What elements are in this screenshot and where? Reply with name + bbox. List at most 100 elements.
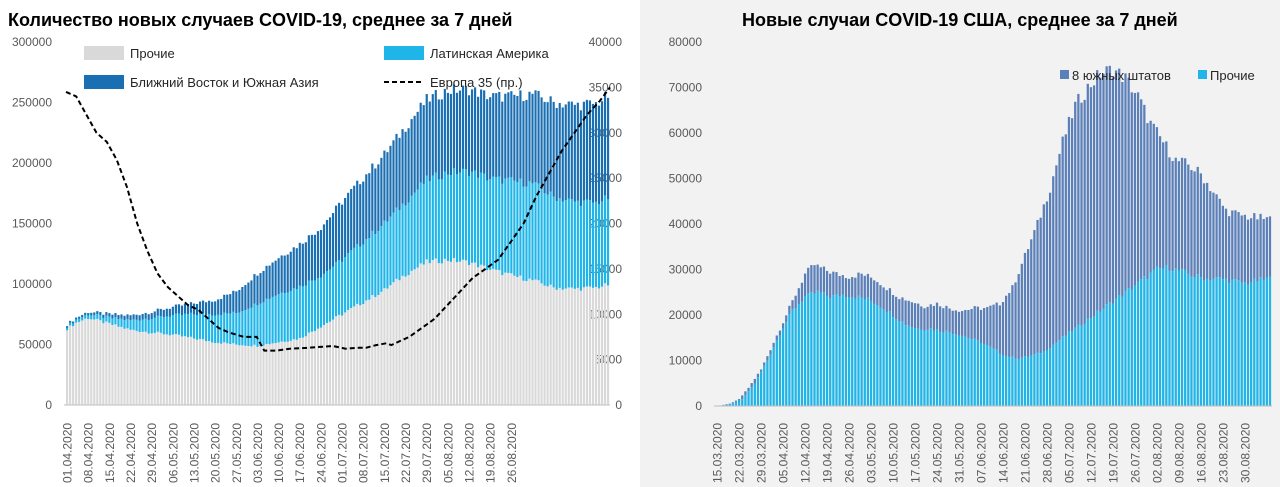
bar-other xyxy=(156,331,159,405)
bar-us-other xyxy=(1256,281,1259,406)
bar-us-8-southern-states xyxy=(1256,219,1259,282)
right-x-tick-label: 19.07.2020 xyxy=(1106,423,1120,483)
bar-us-8-southern-states xyxy=(1020,263,1023,358)
bar-middle-east-south-asia xyxy=(404,131,407,206)
bar-other xyxy=(534,279,537,405)
bar-us-8-southern-states xyxy=(1240,215,1243,283)
left-y-tick-label: 50000 xyxy=(19,338,53,352)
bar-us-other xyxy=(1231,279,1234,406)
bar-latin-america xyxy=(66,327,69,331)
bar-us-other xyxy=(1180,269,1184,406)
bar-us-8-southern-states xyxy=(1162,142,1165,269)
bar-us-8-southern-states xyxy=(898,299,901,322)
right-chart-y-tick-label: 20000 xyxy=(669,308,703,322)
bar-other xyxy=(331,319,335,405)
bar-us-8-southern-states xyxy=(917,303,920,329)
bar-middle-east-south-asia xyxy=(395,133,398,208)
bar-us-8-southern-states xyxy=(1033,230,1036,355)
bar-us-other xyxy=(1218,277,1221,406)
bar-us-8-southern-states xyxy=(1177,161,1181,271)
bar-latin-america xyxy=(368,238,371,300)
bar-other xyxy=(247,345,250,405)
bar-us-8-southern-states xyxy=(788,305,791,314)
bar-latin-america xyxy=(277,294,280,343)
bar-us-8-southern-states xyxy=(1193,171,1196,278)
bar-other xyxy=(461,259,465,405)
bar-other xyxy=(398,280,401,405)
bar-us-other xyxy=(882,309,885,406)
bar-us-other xyxy=(929,328,932,406)
left-y-tick-label: 200000 xyxy=(12,156,52,170)
bar-other xyxy=(126,328,129,405)
bar-us-8-southern-states xyxy=(791,300,794,310)
bar-middle-east-south-asia xyxy=(265,265,268,299)
bar-us-8-southern-states xyxy=(1184,158,1187,270)
bar-other xyxy=(102,323,105,405)
bar-middle-east-south-asia xyxy=(280,255,283,293)
bar-us-8-southern-states xyxy=(769,350,772,355)
bar-us-other xyxy=(860,297,863,406)
bar-us-other xyxy=(873,303,876,406)
bar-us-8-southern-states xyxy=(882,287,885,310)
bar-middle-east-south-asia xyxy=(582,101,585,201)
bar-latin-america xyxy=(452,168,456,258)
bar-us-other xyxy=(731,403,734,406)
bar-latin-america xyxy=(501,183,504,276)
bar-other xyxy=(522,280,525,405)
bar-other xyxy=(229,344,232,405)
bar-middle-east-south-asia xyxy=(138,315,141,321)
bar-latin-america xyxy=(105,315,108,322)
bar-latin-america xyxy=(422,183,425,265)
bar-middle-east-south-asia xyxy=(344,198,347,258)
bar-us-other xyxy=(851,297,854,406)
bar-other xyxy=(380,291,383,405)
bar-other xyxy=(510,273,513,405)
bar-other xyxy=(341,315,344,405)
bar-other xyxy=(570,287,573,405)
bar-latin-america xyxy=(474,170,477,263)
bar-other xyxy=(238,345,241,405)
bar-us-8-southern-states xyxy=(1133,92,1137,286)
bar-us-other xyxy=(1102,308,1105,406)
bar-other xyxy=(350,307,353,405)
bar-us-8-southern-states xyxy=(1083,99,1086,324)
bar-other xyxy=(338,314,341,405)
bar-latin-america xyxy=(437,179,440,264)
bar-middle-east-south-asia xyxy=(561,107,564,202)
bar-us-other xyxy=(819,292,822,406)
bar-us-other xyxy=(1074,327,1077,406)
bar-us-other xyxy=(766,360,769,406)
bar-us-other xyxy=(973,338,976,406)
bar-us-other xyxy=(1237,280,1240,406)
bar-us-8-southern-states xyxy=(794,295,797,309)
bar-us-other xyxy=(797,304,800,406)
bar-us-8-southern-states xyxy=(1023,252,1027,357)
bar-us-8-southern-states xyxy=(725,404,728,405)
bar-other xyxy=(597,288,601,405)
bar-us-other xyxy=(1133,285,1137,406)
bar-other xyxy=(555,289,558,405)
bar-us-other xyxy=(854,298,857,406)
bar-us-other xyxy=(1155,266,1159,406)
bar-other xyxy=(594,287,598,405)
bar-us-other xyxy=(1092,316,1096,406)
bar-other xyxy=(328,321,332,405)
bar-latin-america xyxy=(434,172,437,259)
bar-middle-east-south-asia xyxy=(383,150,386,221)
bar-us-other xyxy=(737,400,741,406)
right-x-tick-label: 05.04.2020 xyxy=(777,423,791,483)
bar-us-other xyxy=(1067,331,1071,406)
bar-latin-america xyxy=(344,257,347,313)
bar-us-other xyxy=(1196,274,1199,406)
bar-middle-east-south-asia xyxy=(498,91,501,177)
bar-us-8-southern-states xyxy=(841,275,844,295)
bar-latin-america xyxy=(247,308,250,346)
bar-us-other xyxy=(904,325,907,406)
bar-us-other xyxy=(863,299,866,406)
bar-latin-america xyxy=(174,313,177,334)
bar-us-8-southern-states xyxy=(847,278,851,298)
bar-us-8-southern-states xyxy=(869,277,873,301)
bar-middle-east-south-asia xyxy=(159,308,162,317)
bar-middle-east-south-asia xyxy=(347,192,350,254)
bar-us-other xyxy=(1143,276,1146,406)
